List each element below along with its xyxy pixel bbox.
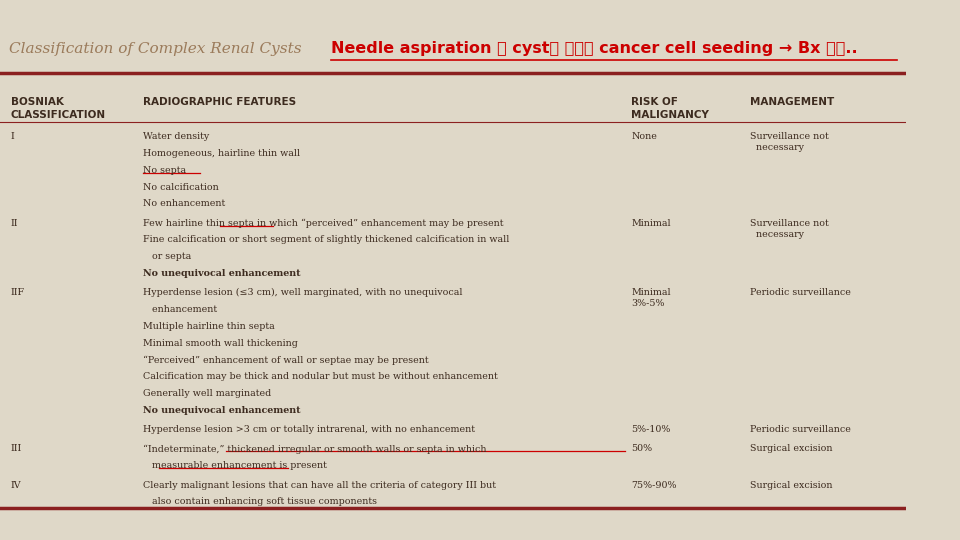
Text: measurable enhancement is present: measurable enhancement is present [143,461,327,470]
Text: BOSNIAK
CLASSIFICATION: BOSNIAK CLASSIFICATION [11,97,106,119]
Text: “Perceived” enhancement of wall or septae may be present: “Perceived” enhancement of wall or septa… [143,355,429,364]
Text: “Indeterminate,” thickened irregular or smooth walls or septa in which: “Indeterminate,” thickened irregular or … [143,444,487,454]
Text: Hyperdense lesion (≤3 cm), well marginated, with no unequivocal: Hyperdense lesion (≤3 cm), well marginat… [143,288,463,298]
Text: No unequivocal enhancement: No unequivocal enhancement [143,406,300,415]
Text: Periodic surveillance: Periodic surveillance [750,425,851,434]
Text: No unequivocal enhancement: No unequivocal enhancement [143,269,300,278]
Text: 75%-90%: 75%-90% [632,481,677,490]
Text: Classification of Complex Renal Cysts: Classification of Complex Renal Cysts [9,42,301,56]
Text: None: None [632,132,658,141]
Text: Surgical excision: Surgical excision [750,444,832,454]
Text: RADIOGRAPHIC FEATURES: RADIOGRAPHIC FEATURES [143,97,297,107]
Text: Few hairline thin septa in which “perceived” enhancement may be present: Few hairline thin septa in which “percei… [143,219,504,228]
Text: Hyperdense lesion >3 cm or totally intrarenal, with no enhancement: Hyperdense lesion >3 cm or totally intra… [143,425,475,434]
Text: Minimal: Minimal [632,219,671,228]
Text: No enhancement: No enhancement [143,199,226,208]
Text: No calcification: No calcification [143,183,219,192]
Text: IIF: IIF [11,288,25,298]
Text: Surveillance not
  necessary: Surveillance not necessary [750,132,828,152]
Text: Fine calcification or short segment of slightly thickened calcification in wall: Fine calcification or short segment of s… [143,235,510,245]
Text: MANAGEMENT: MANAGEMENT [750,97,834,107]
Text: Surgical excision: Surgical excision [750,481,832,490]
Text: also contain enhancing soft tissue components: also contain enhancing soft tissue compo… [143,497,377,507]
Text: Periodic surveillance: Periodic surveillance [750,288,851,298]
Text: Minimal
3%-5%: Minimal 3%-5% [632,288,671,308]
Text: Water density: Water density [143,132,209,141]
Text: Surveillance not
  necessary: Surveillance not necessary [750,219,828,239]
Text: 50%: 50% [632,444,653,454]
Text: Multiple hairline thin septa: Multiple hairline thin septa [143,322,275,331]
Text: III: III [11,444,22,454]
Text: No septa: No septa [143,166,186,175]
Text: 5%-10%: 5%-10% [632,425,671,434]
Text: enhancement: enhancement [143,305,217,314]
Text: Needle aspiration 시 cyst가 터지면 cancer cell seeding → Bx 불가..: Needle aspiration 시 cyst가 터지면 cancer cel… [330,41,857,56]
Text: or septa: or septa [143,252,191,261]
Text: Clearly malignant lesions that can have all the criteria of category III but: Clearly malignant lesions that can have … [143,481,496,490]
Text: Generally well marginated: Generally well marginated [143,389,272,398]
Text: Minimal smooth wall thickening: Minimal smooth wall thickening [143,339,298,348]
Text: I: I [11,132,14,141]
Text: Homogeneous, hairline thin wall: Homogeneous, hairline thin wall [143,149,300,158]
Text: IV: IV [11,481,21,490]
Text: II: II [11,219,18,228]
Text: Calcification may be thick and nodular but must be without enhancement: Calcification may be thick and nodular b… [143,372,498,381]
Text: RISK OF
MALIGNANCY: RISK OF MALIGNANCY [632,97,709,119]
